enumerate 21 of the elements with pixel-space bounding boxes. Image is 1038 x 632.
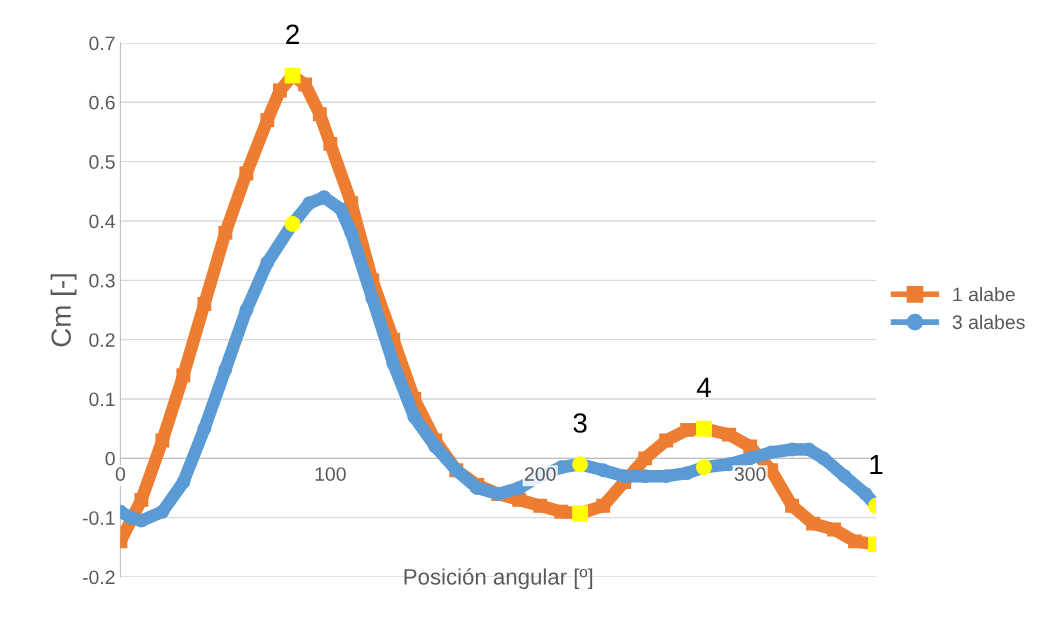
y-tick-label: 0.3 xyxy=(89,273,115,288)
y-tick-label: 0.4 xyxy=(89,214,115,229)
y-axis-title: Cm [-] xyxy=(50,274,77,347)
y-tick-label: -0.2 xyxy=(82,570,115,585)
y-tick-label: 0 xyxy=(105,451,115,466)
y-tick-label: 0.6 xyxy=(89,95,115,110)
legend-label: 3 alabes xyxy=(952,314,1025,330)
annotation: 3 xyxy=(573,413,587,433)
y-tick-label: 0.1 xyxy=(89,392,115,407)
annotation: 2 xyxy=(286,24,299,44)
x-tick-label: 0 xyxy=(115,467,126,481)
x-axis-title: Posición angular [º] xyxy=(404,568,593,590)
y-tick-label: 0.2 xyxy=(89,333,115,347)
y-tick-label: -0.1 xyxy=(82,511,115,525)
y-tick-label: 0.5 xyxy=(89,155,115,169)
x-tick-label: 300 xyxy=(734,467,766,481)
annotation: 4 xyxy=(696,377,711,397)
annotation: 1 xyxy=(870,454,883,475)
y-tick-label: 0.7 xyxy=(89,36,115,51)
x-tick-label: 100 xyxy=(315,467,346,481)
legend-label: 1 alabe xyxy=(953,287,1015,302)
